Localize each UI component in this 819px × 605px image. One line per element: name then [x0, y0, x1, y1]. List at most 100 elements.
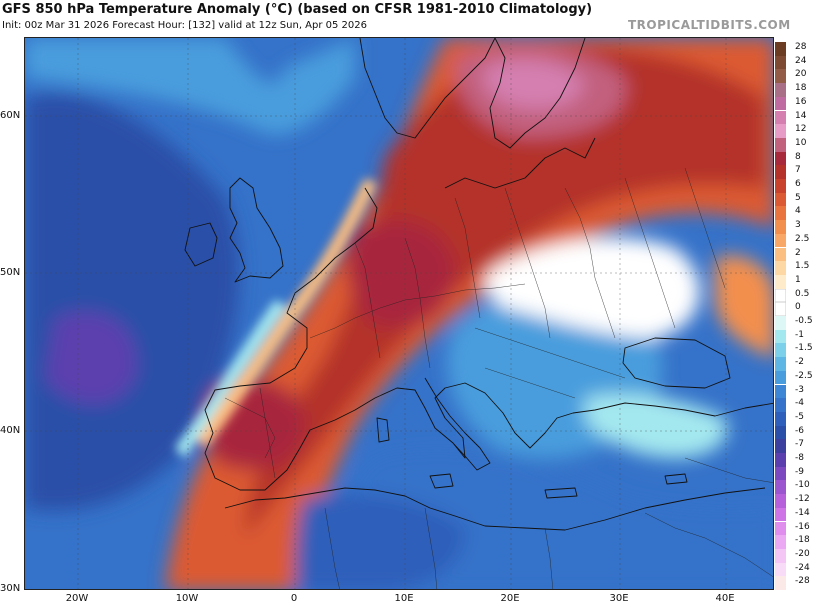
colorbar-swatch — [775, 302, 786, 316]
colorbar-label: 5 — [795, 192, 801, 203]
lat-label-40n: 40N — [0, 425, 21, 436]
colorbar-label: 7 — [795, 165, 801, 176]
colorbar-label: -3 — [795, 384, 804, 395]
colorbar-swatch — [775, 343, 786, 358]
lon-label-40e: 40E — [715, 593, 735, 604]
colorbar-level: -1 — [775, 329, 819, 344]
colorbar-level: 16 — [775, 96, 819, 111]
colorbar-swatch — [775, 494, 786, 508]
colorbar-swatch — [775, 55, 786, 70]
lat-label-50n: 50N — [0, 267, 21, 278]
colorbar-label: -5 — [795, 411, 804, 422]
colorbar-swatch — [775, 110, 786, 125]
colorbar-label: -2 — [795, 357, 804, 368]
lon-label-10w: 10W — [175, 593, 199, 604]
colorbar-level: 8 — [775, 151, 819, 166]
colorbar-level: 2.5 — [775, 233, 819, 248]
colorbar-label: -1.5 — [795, 343, 813, 354]
colorbar-swatch — [775, 329, 786, 344]
colorbar-swatch — [775, 288, 786, 303]
colorbar-level: 20 — [775, 69, 819, 84]
colorbar-swatch — [775, 425, 786, 440]
colorbar-label: 28 — [795, 42, 807, 52]
colorbar-level: 18 — [775, 83, 819, 97]
colorbar-label: -24 — [795, 562, 810, 573]
colorbar-label: 16 — [795, 96, 807, 107]
colorbar-level: 5 — [775, 192, 819, 207]
colorbar-level: -12 — [775, 494, 819, 508]
colorbar-swatch — [775, 507, 786, 522]
colorbar-level: -1.5 — [775, 343, 819, 358]
colorbar-level: -10 — [775, 480, 819, 495]
colorbar-label: 1.5 — [795, 261, 810, 272]
colorbar-swatch — [775, 398, 786, 412]
colorbar-label: -14 — [795, 507, 810, 518]
lat-label-60n: 60N — [0, 110, 21, 121]
colorbar-swatch — [775, 453, 786, 467]
colorbar-label: 3 — [795, 220, 801, 231]
colorbar-label: -16 — [795, 521, 810, 532]
colorbar-level: -18 — [775, 535, 819, 549]
colorbar-swatch — [775, 480, 786, 495]
colorbar-level: -8 — [775, 453, 819, 467]
colorbar-swatch — [775, 384, 786, 399]
colorbar-label: -20 — [795, 548, 810, 559]
colorbar-swatch — [775, 137, 786, 152]
anomaly-map[interactable] — [24, 37, 774, 590]
lat-label-30n: 30N — [0, 583, 21, 594]
colorbar-level: -16 — [775, 521, 819, 536]
colorbar-swatch — [775, 69, 786, 84]
colorbar-label: -8 — [795, 453, 804, 463]
colorbar-swatch — [775, 192, 786, 207]
colorbar-level: -20 — [775, 548, 819, 563]
colorbar-label: 1 — [795, 274, 801, 285]
colorbar-label: -4 — [795, 398, 804, 409]
colorbar-level: 4 — [775, 206, 819, 221]
lon-label-10e: 10E — [394, 593, 414, 604]
colorbar-level: 1.5 — [775, 261, 819, 275]
colorbar-label: 14 — [795, 110, 807, 121]
colorbar-swatch — [775, 576, 786, 590]
colorbar-label: 20 — [795, 69, 807, 80]
colorbar-level: -3 — [775, 384, 819, 399]
colorbar-label: -6 — [795, 425, 804, 436]
colorbar-swatch — [775, 535, 786, 549]
colorbar-label: -7 — [795, 439, 804, 450]
colorbar-level: -9 — [775, 466, 819, 481]
colorbar-label: 0.5 — [795, 288, 810, 299]
colorbar-level: 6 — [775, 179, 819, 193]
colorbar-label: -10 — [795, 480, 810, 491]
colorbar-swatch — [775, 42, 786, 56]
colorbar-level: 10 — [775, 137, 819, 152]
colorbar-level: 0 — [775, 302, 819, 316]
colorbar-level: 3 — [775, 220, 819, 234]
colorbar-level: -2 — [775, 357, 819, 371]
lon-label-0: 0 — [290, 593, 298, 604]
colorbar-swatch — [775, 548, 786, 563]
colorbar-swatch — [775, 83, 786, 97]
colorbar-label: -9 — [795, 466, 804, 477]
colorbar-level: -7 — [775, 439, 819, 453]
colorbar-swatch — [775, 220, 786, 234]
colorbar-swatch — [775, 233, 786, 248]
colorbar-legend: 28 24 20 18 16 14 12 10 8 7 6 5 4 3 2.5 2 1.5 1 0.5 0 -0.5 -1… — [775, 37, 819, 590]
colorbar-label: -18 — [795, 535, 810, 546]
colorbar-level: -24 — [775, 562, 819, 577]
colorbar-level: -2.5 — [775, 370, 819, 385]
colorbar-swatch — [775, 411, 786, 426]
anomaly-field — [25, 38, 773, 589]
colorbar-label: 0 — [795, 302, 801, 313]
colorbar-swatch — [775, 179, 786, 193]
init-info: Init: 00z Mar 31 2026 Forecast Hour: [13… — [2, 20, 368, 31]
colorbar-level: -5 — [775, 411, 819, 426]
colorbar-level: 24 — [775, 55, 819, 70]
colorbar-label: 12 — [795, 124, 807, 135]
colorbar-level: 1 — [775, 274, 819, 289]
lon-label-20e: 20E — [500, 593, 520, 604]
colorbar-swatch — [775, 96, 786, 111]
colorbar-swatch — [775, 439, 786, 453]
colorbar-swatch — [775, 165, 786, 179]
colorbar-level: -0.5 — [775, 316, 819, 330]
lon-label-20w: 20W — [65, 593, 89, 604]
colorbar-swatch — [775, 151, 786, 166]
